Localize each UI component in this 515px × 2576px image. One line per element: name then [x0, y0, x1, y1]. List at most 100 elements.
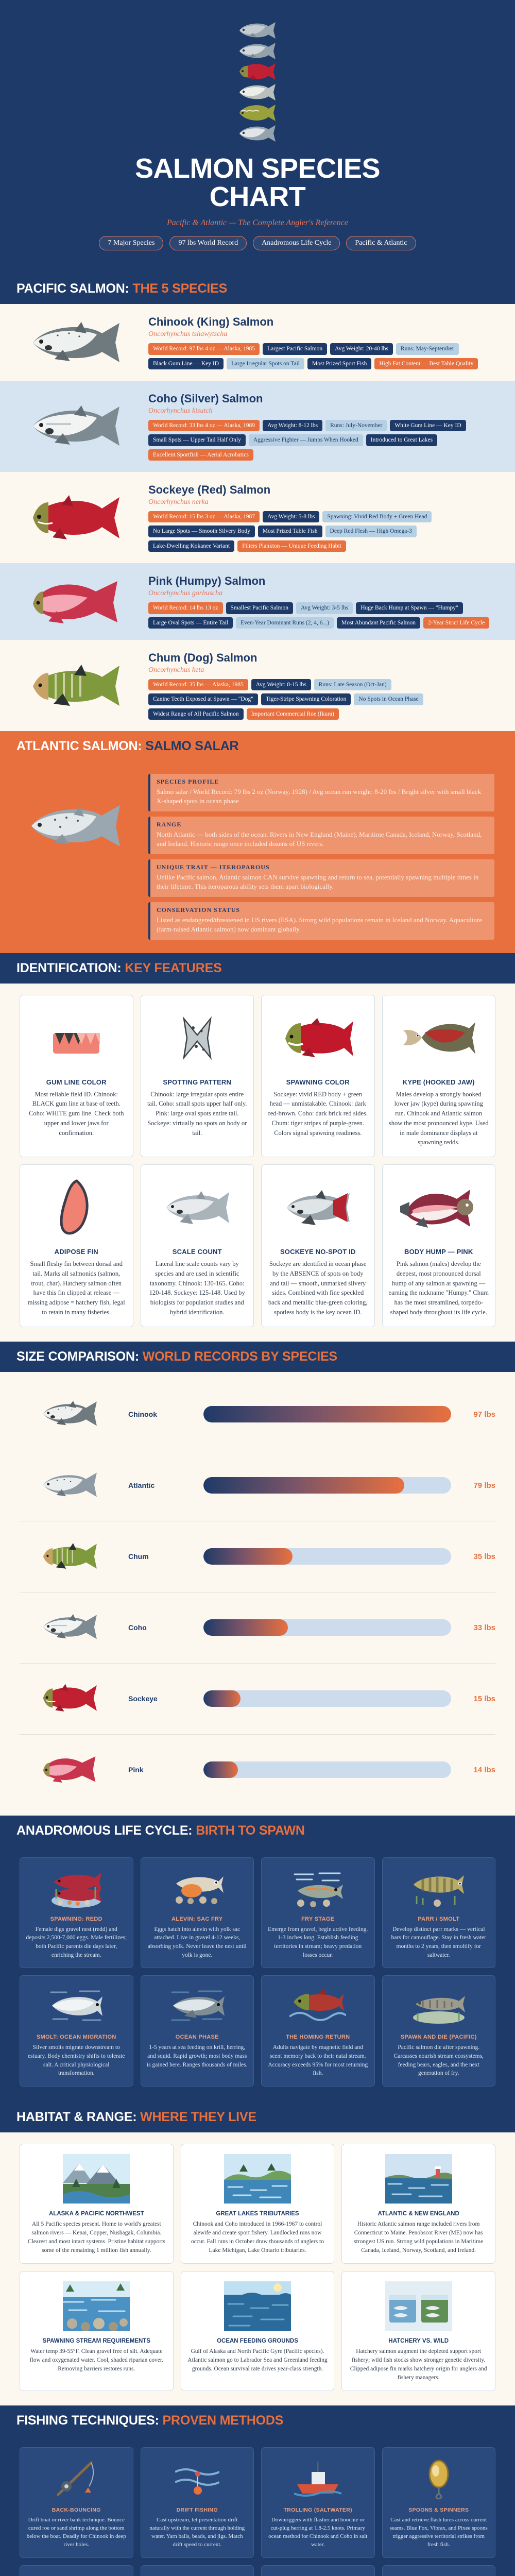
section-accent: THE 5 SPECIES: [132, 281, 228, 296]
section-accent: BIRTH TO SPAWN: [196, 1823, 305, 1838]
species-tag[interactable]: Avg Weight: 5-8 lbs: [263, 511, 320, 523]
species-tag[interactable]: Runs: July-November: [325, 419, 387, 432]
hero-badge[interactable]: Anadromous Life Cycle: [253, 236, 340, 251]
species-tag[interactable]: Most Prized Sport Fish: [307, 358, 372, 369]
species-tag[interactable]: Large Irregular Spots on Tail: [227, 358, 304, 369]
species-tag-list: World Record: 35 lbs — Alaska, 1985 Avg W…: [148, 679, 494, 720]
size-bar-value: 79 lbs: [473, 1481, 495, 1490]
habitat-section: ALASKA & PACIFIC NORTHWEST All 5 Pacific …: [0, 2132, 515, 2406]
identification-card-title: SOCKEYE NO-SPOT ID: [280, 1248, 356, 1256]
species-row: Pink (Humpy) Salmon Oncorhynchus gorbusch…: [0, 563, 515, 640]
species-tag[interactable]: Avg Weight: 8-12 lbs: [263, 419, 323, 432]
species-tag[interactable]: Avg Weight: 8-15 lbs: [251, 679, 311, 691]
lifecycle-card-title: SMOLT: OCEAN MIGRATION: [36, 2034, 116, 2041]
atlantic-panel: SPECIES PROFILE Salmo salar / World Recor…: [0, 761, 515, 953]
lifecycle-card: PARR / SMOLT Develop distinct parr marks …: [382, 1857, 495, 1969]
plug-icon: [267, 2573, 369, 2576]
species-tag[interactable]: Tiger-Stripe Spawning Coloration: [261, 693, 351, 705]
hero-badge[interactable]: 97 lbs World Record: [169, 236, 247, 251]
species-tag[interactable]: Even-Year Dominant Runs (2, 4, 6...): [236, 617, 334, 629]
species-tag[interactable]: No Large Spots — Smooth Silvery Body: [148, 526, 255, 537]
pacific-species-list: Chinook (King) Salmon Oncorhynchus tshawy…: [0, 304, 515, 732]
rod-reel-icon: [26, 2455, 127, 2502]
species-tag[interactable]: White Gum Line — Key ID: [390, 419, 466, 432]
hero-badge[interactable]: Pacific & Atlantic: [346, 236, 416, 251]
red-sockeye-icon: [279, 1004, 356, 1073]
species-tag[interactable]: Deep Red Flesh — High Omega-3: [325, 526, 417, 537]
species-tag[interactable]: Aggressive Fighter — Jumps When Hooked: [248, 434, 363, 446]
size-bar-value: 14 lbs: [473, 1765, 495, 1774]
species-tag[interactable]: Filters Plankton — Unique Feeding Habit: [237, 540, 346, 552]
species-row: Coho (Silver) Salmon Oncorhynchus kisutch…: [0, 380, 515, 472]
size-bar-fill: [203, 1690, 241, 1707]
page-subtitle: Pacific & Atlantic — The Complete Angler…: [167, 218, 348, 228]
species-tag[interactable]: Lake-Dwelling Kokanee Variant: [148, 540, 235, 552]
atlantic-info-block: RANGE North Atlantic — both sides of the …: [148, 816, 494, 854]
species-tag[interactable]: Smallest Pacific Salmon: [226, 602, 293, 614]
species-tag[interactable]: Most Abundant Pacific Salmon: [336, 617, 421, 629]
size-bar-track: [203, 1477, 451, 1494]
species-tag[interactable]: World Record: 97 lbs 4 oz — Alaska, 1985: [148, 343, 260, 355]
species-tag[interactable]: Runs: May-September: [396, 343, 459, 355]
species-tag[interactable]: World Record: 33 lbs 4 oz — Alaska, 1989: [148, 419, 260, 432]
teeth-gumline-icon: [48, 1004, 105, 1073]
size-species-label: Chum: [128, 1552, 149, 1561]
hero-badge[interactable]: 7 Major Species: [99, 236, 164, 251]
section-lead: IDENTIFICATION:: [16, 960, 122, 975]
species-tag[interactable]: Huge Back Hump at Spawn — "Humpy": [356, 602, 463, 614]
species-tag[interactable]: Important Commercial Roe (Ikura): [246, 708, 339, 720]
anchor-icon: [388, 2573, 490, 2576]
species-tag[interactable]: Black Gum Line — Key ID: [148, 358, 224, 369]
species-tag[interactable]: Large Oval Spots — Entire Tail: [148, 617, 233, 629]
species-tag[interactable]: No Spots in Ocean Phase: [354, 693, 423, 705]
identification-card: SCALE COUNT Lateral line scale counts var…: [140, 1164, 254, 1327]
size-species-label: Pink: [128, 1766, 144, 1774]
bobber-icon: [147, 2573, 248, 2576]
species-tag[interactable]: Canine Teeth Exposed at Spawn — "Dog": [148, 693, 258, 705]
species-body: Sockeye (Red) Salmon Oncorhynchus nerka Wo…: [148, 483, 494, 552]
size-comparison-row: Pink 14 lbs: [20, 1735, 495, 1805]
species-name: Chinook (King) Salmon: [148, 315, 274, 329]
size-bar-fill: [203, 1548, 293, 1565]
species-tag[interactable]: Spawning: Vivid Red Body + Green Head: [322, 511, 432, 523]
species-scientific-name: Oncorhynchus kisutch: [148, 406, 213, 415]
humped-pink-icon: [400, 1173, 477, 1243]
species-tag[interactable]: High Fat Content — Best Table Quality: [374, 358, 478, 369]
size-species-label: Chinook: [128, 1410, 157, 1419]
lifecycle-card: FRY STAGE Emerge from gravel, begin activ…: [261, 1857, 375, 1969]
species-scientific-name: Oncorhynchus tshawytscha: [148, 330, 228, 338]
habitat-card: ALASKA & PACIFIC NORTHWEST All 5 Pacific …: [20, 2144, 174, 2264]
lifecycle-card: THE HOMING RETURN Adults navigate by magn…: [261, 1975, 375, 2087]
species-tag[interactable]: Small Spots — Upper Tail Half Only: [148, 434, 246, 446]
habitat-card-title: GREAT LAKES TRIBUTARIES: [216, 2211, 299, 2217]
habitat-card-text: Hatchery salmon augment the depleted sup…: [350, 2348, 487, 2381]
species-tag[interactable]: World Record: 15 lbs 3 oz — Alaska, 1987: [148, 511, 260, 523]
size-bar-value: 35 lbs: [473, 1552, 495, 1561]
identification-card-grid: GUM LINE COLOR Most reliable field ID. Ch…: [0, 983, 515, 1342]
species-tag[interactable]: Largest Pacific Salmon: [263, 343, 328, 355]
gravel-stream-icon: [26, 2279, 167, 2333]
size-bar-track: [203, 1548, 451, 1565]
technique-card-text: Downriggers with flasher and hoochie or …: [268, 2517, 368, 2548]
species-tag[interactable]: Widest Range of All Pacific Salmon: [148, 708, 244, 720]
species-tag[interactable]: Avg Weight: 20-40 lbs: [330, 343, 393, 355]
identification-card-text: Lateral line scale counts vary by specie…: [149, 1260, 245, 1316]
habitat-card-grid: ALASKA & PACIFIC NORTHWEST All 5 Pacific …: [20, 2144, 495, 2392]
atlantic-block-text: North Atlantic — both sides of the ocean…: [157, 830, 482, 848]
lifecycle-card-title: FRY STAGE: [301, 1916, 335, 1922]
size-species-label: Coho: [128, 1623, 147, 1632]
species-tag[interactable]: Introduced to Great Lakes: [366, 434, 438, 446]
species-tag[interactable]: 2-Year Strict Life Cycle: [423, 617, 490, 629]
species-tag[interactable]: Avg Weight: 3-5 lbs: [296, 602, 353, 614]
size-art-chinook: [20, 1391, 120, 1438]
species-tag[interactable]: World Record: 35 lbs — Alaska, 1985: [148, 679, 248, 691]
lifecycle-card-text: Eggs hatch into alevin with yolk sac att…: [147, 1926, 247, 1958]
species-tag[interactable]: Excellent Sportfish — Aerial Acrobatics: [148, 449, 253, 461]
size-comparison-row: Atlantic 79 lbs: [20, 1450, 495, 1521]
species-name: Coho (Silver) Salmon: [148, 392, 263, 405]
species-tag[interactable]: World Record: 14 lbs 13 oz: [148, 602, 223, 614]
species-art-chum: [16, 663, 135, 708]
species-tag[interactable]: Most Prized Table Fish: [258, 526, 322, 537]
page-title: SALMON SPECIES CHART: [26, 154, 489, 211]
species-tag[interactable]: Runs: Late Season (Oct-Jan): [314, 679, 391, 691]
